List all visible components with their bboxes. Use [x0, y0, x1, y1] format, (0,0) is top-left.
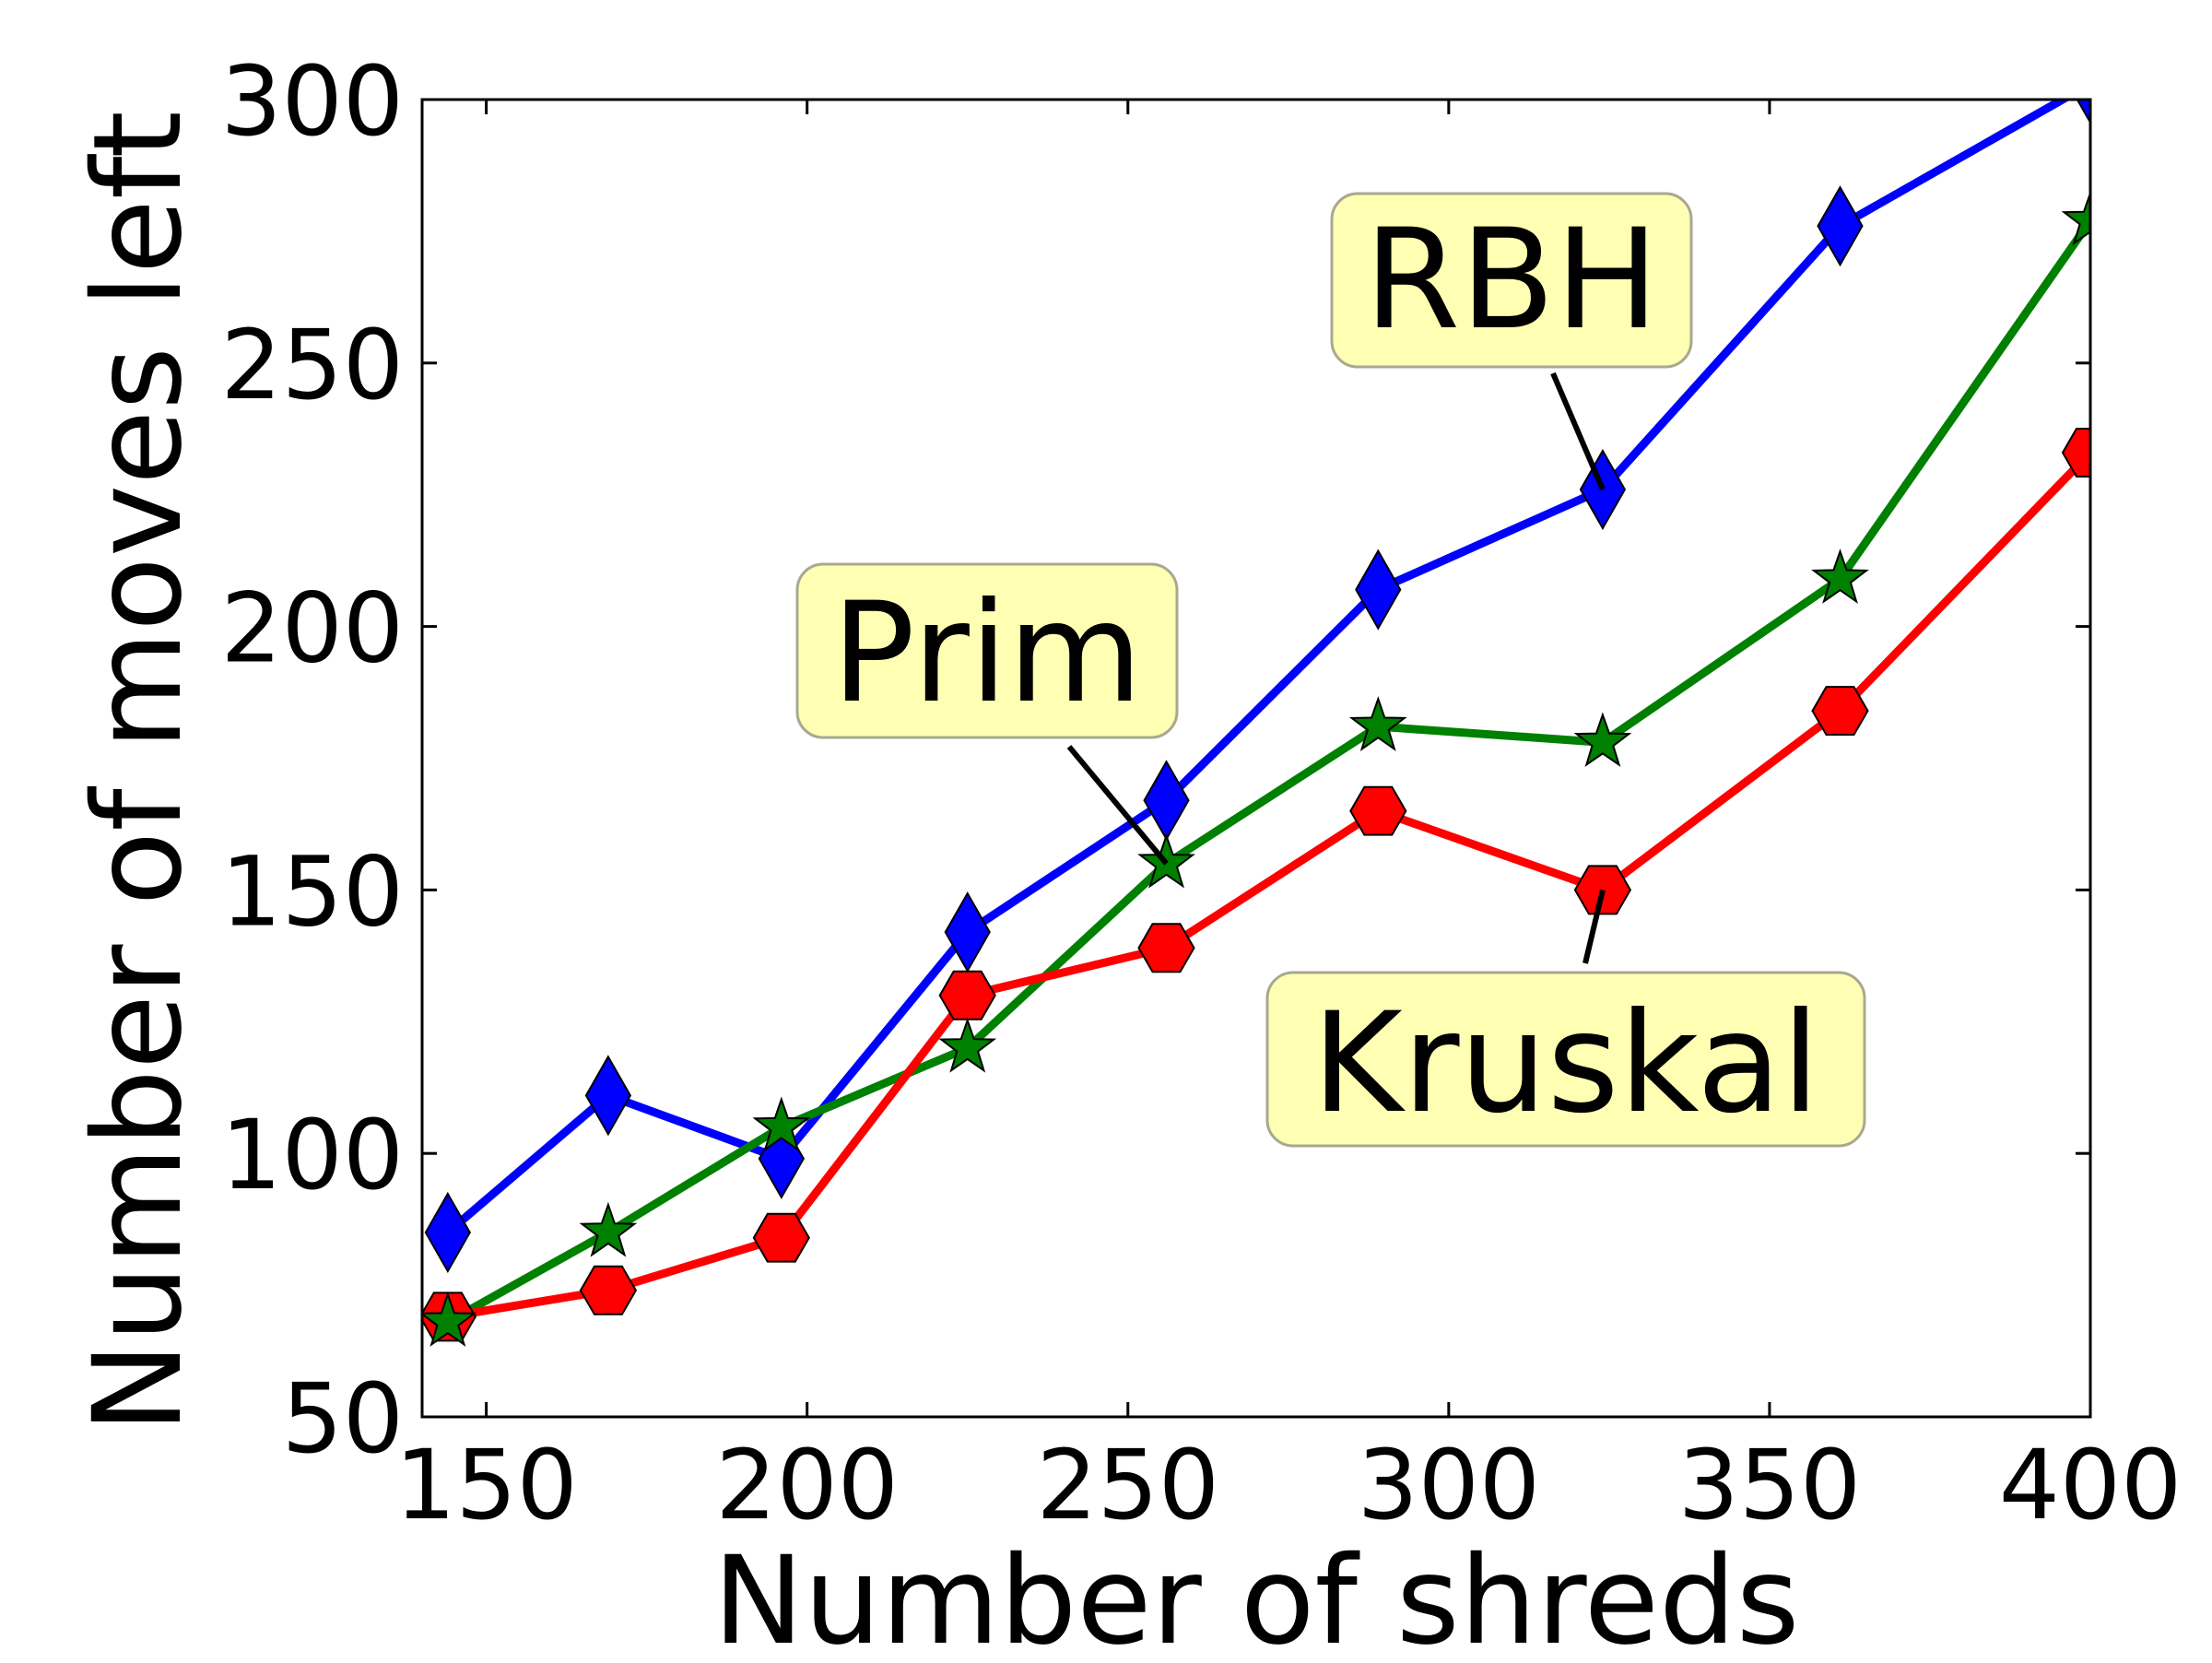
x-tick-label: 200: [715, 1429, 899, 1541]
data-point-prim: [579, 1201, 638, 1257]
annotation-label-prim: Prim: [831, 573, 1142, 734]
x-tick-label: 150: [394, 1429, 578, 1541]
y-tick-label: 300: [220, 45, 404, 158]
data-point-prim: [422, 1291, 477, 1347]
data-point-kruskal: [938, 970, 996, 1020]
annotation-box-rbh: [1330, 192, 1693, 369]
annotation-arrow-kruskal: [1583, 889, 1606, 964]
y-tick-label: 100: [220, 1099, 404, 1211]
data-point-rbh: [584, 1055, 632, 1137]
data-point-kruskal: [752, 1212, 810, 1263]
annotation-box-prim: [795, 562, 1179, 739]
y-tick-label: 200: [220, 572, 404, 685]
data-point-prim: [1348, 696, 1407, 751]
data-point-rbh: [2076, 100, 2090, 124]
data-point-rbh: [1355, 548, 1402, 631]
data-point-kruskal: [2061, 428, 2090, 478]
data-point-kruskal: [1349, 785, 1407, 836]
y-tick-label: 150: [220, 835, 404, 948]
data-point-prim: [2061, 190, 2090, 246]
x-tick-label: 350: [1678, 1429, 1862, 1541]
y-tick-label: 250: [220, 309, 404, 421]
data-point-kruskal: [579, 1265, 638, 1315]
data-point-prim: [1573, 712, 1632, 768]
annotation-box-kruskal: [1265, 971, 1866, 1148]
data-point-rbh: [1817, 185, 1864, 267]
data-point-rbh: [424, 1191, 471, 1273]
x-axis-title: Number of shreds: [713, 1530, 1800, 1659]
plot-frame: [420, 98, 2092, 1419]
data-point-prim: [752, 1096, 811, 1152]
data-point-kruskal: [1137, 923, 1195, 973]
x-tick-label: 400: [1999, 1429, 2183, 1541]
annotation-label-kruskal: Kruskal: [1312, 984, 1819, 1144]
annotation-arrow-prim: [1066, 745, 1169, 866]
y-tick-label: 50: [282, 1362, 404, 1475]
annotation-label-rbh: RBH: [1364, 200, 1659, 360]
data-point-prim: [1811, 548, 1869, 604]
data-point-prim: [938, 1017, 997, 1073]
annotation-arrow-rbh: [1550, 372, 1606, 491]
x-tick-label: 300: [1358, 1429, 1541, 1541]
y-axis-title: Number of moves left: [67, 111, 209, 1433]
data-point-rbh: [944, 891, 991, 973]
plot-area: [422, 100, 2090, 1417]
x-tick-label: 250: [1037, 1429, 1220, 1541]
data-point-kruskal: [1811, 686, 1869, 736]
